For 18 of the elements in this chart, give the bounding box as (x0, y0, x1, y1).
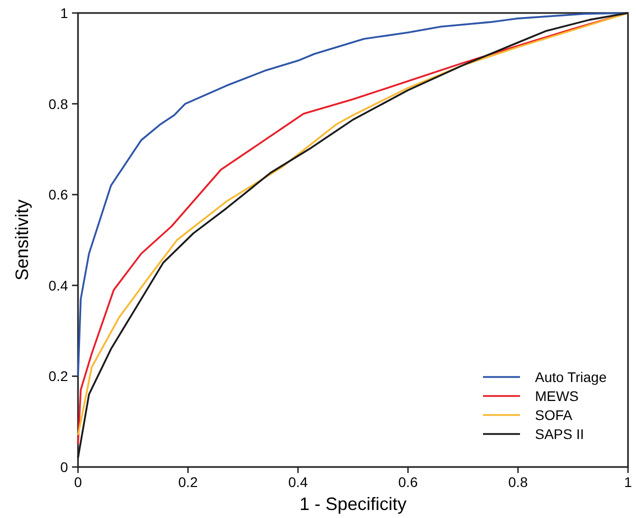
x-axis-title: 1 - Specificity (299, 494, 407, 514)
x-tick-label: 0.8 (508, 474, 528, 490)
x-tick-label: 0 (74, 474, 82, 490)
y-axis-title: Sensitivity (12, 199, 32, 281)
y-tick-label: 0.4 (48, 277, 68, 294)
y-tick-label: 0 (60, 459, 68, 475)
legend-label: SAPS II (535, 426, 584, 442)
y-tick-label: 0.8 (48, 96, 68, 112)
legend-label: SOFA (535, 407, 574, 423)
x-tick-label: 0.4 (288, 474, 308, 490)
legend-label: MEWS (535, 388, 579, 404)
legend-label: Auto Triage (535, 369, 607, 385)
x-tick-label: 0.2 (178, 474, 198, 490)
y-tick-label: 0.6 (48, 186, 68, 203)
x-tick-label: 0.6 (398, 474, 418, 490)
y-tick-label: 1 (60, 5, 68, 21)
y-tick-label: 0.2 (48, 368, 68, 384)
x-tick-label: 1 (624, 474, 632, 490)
